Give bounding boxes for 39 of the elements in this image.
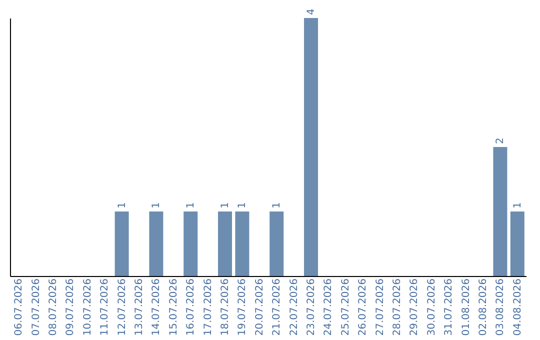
- x-tick-label: 29.07.2026: [409, 278, 420, 336]
- x-tick-label: 13.07.2026: [134, 278, 145, 336]
- x-tick-label: 27.07.2026: [374, 278, 386, 336]
- data-label: 1: [116, 202, 128, 208]
- data-label: 1: [220, 202, 231, 208]
- x-tick-label: 16.07.2026: [186, 278, 197, 336]
- x-tick-label: 20.07.2026: [254, 278, 266, 336]
- x-tick-label: 23.07.2026: [306, 278, 317, 336]
- x-tick-label: 21.07.2026: [272, 278, 283, 336]
- data-label: 1: [151, 202, 162, 208]
- data-label: 4: [306, 8, 317, 15]
- x-tick-label: 28.07.2026: [392, 278, 403, 336]
- x-tick-label: 17.07.2026: [202, 278, 214, 336]
- data-label: 1: [512, 202, 524, 208]
- x-tick-label: 09.07.2026: [65, 278, 76, 336]
- data-label: 1: [272, 202, 283, 208]
- x-tick-label: 15.07.2026: [168, 278, 180, 336]
- x-tick-label: 04.08.2026: [512, 278, 524, 336]
- x-tick-label: 18.07.2026: [220, 278, 231, 336]
- data-label: 1: [237, 202, 248, 208]
- x-tick-label: 06.07.2026: [14, 278, 25, 336]
- x-tick-label: 31.07.2026: [444, 278, 455, 336]
- x-tick-label: 22.07.2026: [288, 278, 300, 336]
- x-tick-label: 26.07.2026: [358, 278, 369, 336]
- x-tick-label: 02.08.2026: [478, 278, 489, 336]
- x-tick-label: 08.07.2026: [48, 278, 59, 336]
- x-tick-label: 30.07.2026: [426, 278, 438, 336]
- x-tick-label: 07.07.2026: [30, 278, 42, 336]
- x-tick-label: 14.07.2026: [151, 278, 162, 336]
- data-label: 2: [495, 138, 506, 144]
- x-tick-label: 24.07.2026: [323, 278, 334, 336]
- x-tick-label: 25.07.2026: [340, 278, 352, 336]
- x-tick-label: 12.07.2026: [116, 278, 128, 336]
- x-tick-label: 01.08.2026: [460, 278, 472, 336]
- x-tick-label: 19.07.2026: [237, 278, 248, 336]
- x-tick-label: 10.07.2026: [82, 278, 94, 336]
- data-label: 1: [186, 202, 197, 208]
- x-tick-label: 11.07.2026: [100, 278, 111, 336]
- x-tick-label: 03.08.2026: [495, 278, 506, 336]
